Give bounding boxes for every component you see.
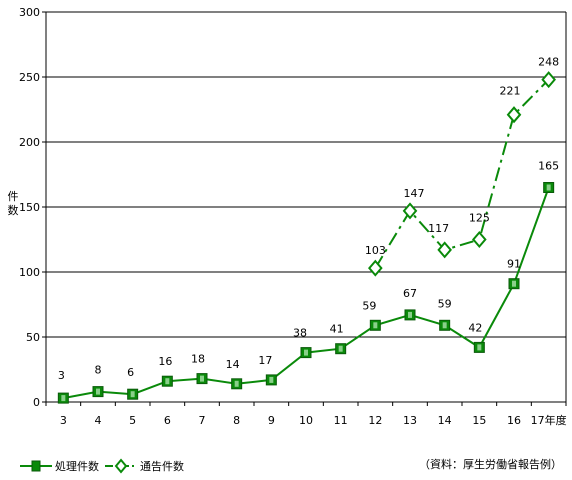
data-label: 248 bbox=[538, 56, 559, 69]
data-point-highlight bbox=[200, 375, 204, 382]
x-tick-label: 11 bbox=[334, 414, 348, 427]
x-tick-label: 15 bbox=[472, 414, 486, 427]
data-label: 221 bbox=[500, 85, 521, 98]
data-point-highlight bbox=[130, 391, 135, 398]
x-tick-labels: 3 4 5 6 7 8 9 10 11 12 13 14 15 16 17年度 bbox=[60, 413, 567, 427]
data-point-highlight bbox=[442, 322, 447, 329]
axes bbox=[42, 11, 567, 406]
data-label: 18 bbox=[191, 353, 205, 366]
data-label: 41 bbox=[330, 323, 344, 336]
data-label: 117 bbox=[428, 222, 449, 235]
y-tick-label: 250 bbox=[19, 71, 40, 84]
data-point-highlight bbox=[165, 378, 170, 385]
y-tick-label: 300 bbox=[19, 6, 40, 19]
y-tick-label: 200 bbox=[19, 136, 40, 149]
data-point-highlight bbox=[269, 376, 274, 383]
gridlines bbox=[46, 11, 566, 338]
data-point-highlight bbox=[477, 344, 482, 351]
data-label: 42 bbox=[468, 321, 482, 334]
legend-label: 通告件数 bbox=[140, 460, 184, 473]
data-point-highlight bbox=[408, 311, 412, 318]
data-label: 14 bbox=[226, 358, 240, 371]
data-label: 103 bbox=[365, 244, 386, 257]
data-point-highlight bbox=[546, 184, 551, 191]
y-axis-label: 件 bbox=[8, 190, 19, 203]
data-label: 16 bbox=[158, 355, 172, 368]
data-label: 125 bbox=[469, 212, 490, 225]
legend: 処理件数 通告件数 bbox=[20, 458, 184, 474]
data-point-highlight bbox=[512, 280, 516, 287]
y-tick-label: 100 bbox=[19, 266, 40, 279]
series-group bbox=[57, 71, 556, 404]
data-point bbox=[541, 71, 556, 89]
y-tick-label: 150 bbox=[19, 201, 40, 214]
data-label: 6 bbox=[127, 366, 134, 379]
data-point bbox=[402, 202, 418, 220]
x-tick-label: 17年度 bbox=[531, 413, 567, 427]
data-point bbox=[368, 259, 383, 277]
data-point bbox=[472, 230, 487, 249]
x-tick-label: 6 bbox=[164, 414, 171, 427]
legend-marker bbox=[31, 460, 41, 472]
x-tick-label: 10 bbox=[299, 414, 313, 427]
x-tick-label: 3 bbox=[60, 414, 67, 427]
x-tick-label: 12 bbox=[368, 414, 382, 427]
data-point-highlight bbox=[96, 388, 100, 395]
y-tick-labels: 0 50 100 150 200 250 300 bbox=[19, 6, 40, 409]
data-point bbox=[506, 106, 522, 124]
legend-marker bbox=[114, 458, 128, 474]
y-axis-label-2: 数 bbox=[8, 204, 19, 217]
x-tick-label: 14 bbox=[438, 414, 452, 427]
data-label: 59 bbox=[438, 297, 452, 310]
data-label: 8 bbox=[95, 364, 102, 377]
data-label: 147 bbox=[404, 187, 425, 200]
data-point-highlight bbox=[61, 395, 66, 402]
x-tick-label: 13 bbox=[403, 414, 417, 427]
data-point-highlight bbox=[373, 322, 378, 329]
legend-label: 処理件数 bbox=[55, 460, 99, 473]
x-tick-label: 8 bbox=[233, 414, 240, 427]
x-tick-label: 7 bbox=[199, 414, 206, 427]
data-label: 38 bbox=[293, 327, 307, 340]
x-tick-label: 5 bbox=[129, 414, 136, 427]
data-point-highlight bbox=[338, 345, 343, 352]
data-label: 17 bbox=[258, 354, 272, 367]
data-label: 3 bbox=[58, 369, 65, 382]
data-label: 59 bbox=[362, 299, 376, 312]
source-note: （資料：厚生労働省報告例） bbox=[419, 457, 562, 471]
y-tick-label: 50 bbox=[26, 331, 40, 344]
x-tick-label: 9 bbox=[268, 414, 275, 427]
data-label: 165 bbox=[538, 160, 559, 173]
data-point-highlight bbox=[234, 380, 239, 387]
data-point bbox=[437, 241, 452, 259]
series-line bbox=[374, 78, 550, 269]
y-tick-label: 0 bbox=[33, 396, 40, 409]
data-label: 91 bbox=[507, 258, 521, 271]
x-tick-label: 4 bbox=[95, 414, 102, 427]
x-tick-label: 16 bbox=[507, 414, 521, 427]
data-point-highlight bbox=[304, 349, 308, 356]
data-label: 67 bbox=[403, 287, 417, 300]
